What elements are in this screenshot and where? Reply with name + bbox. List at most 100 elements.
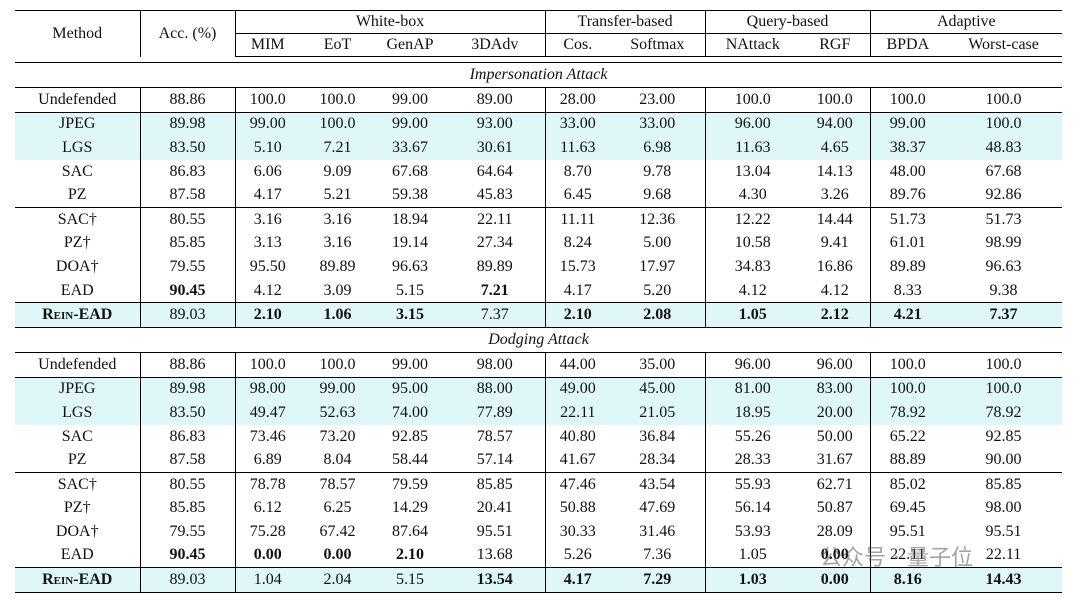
table-row: JPEG 89.98 99.00 100.0 99.00 93.00 33.00 33.00 9…: [15, 112, 1063, 137]
table-row: LGS 83.50 5.10 7.21 33.67 30.61 11.63 6.98 11.63…: [15, 136, 1063, 160]
column-header: Softmax: [610, 33, 706, 57]
value-cell: 7.36: [610, 543, 706, 569]
value-cell: 9.68: [610, 183, 706, 208]
table-row: LGS 83.50 49.47 52.63 74.00 77.89 22.11 21.05 18…: [15, 401, 1063, 425]
method-cell: PZ: [15, 183, 140, 208]
value-cell: 22.11: [477, 210, 513, 228]
watermark: 公众号 · 量子位: [820, 546, 973, 571]
value-cell: 44.00: [544, 352, 611, 378]
value-cell: 96.63: [985, 257, 1022, 275]
value-cell: 96.63: [392, 257, 428, 275]
value-cell: 83.50: [139, 136, 235, 160]
value-cell: 14.44: [816, 210, 853, 228]
value-cell: 1.04: [234, 567, 300, 593]
header-row: Method Acc. (%) White-box Transfer-based Que…: [15, 10, 1063, 57]
value-cell: 14.13: [816, 162, 853, 180]
group-header: Query-based: [704, 10, 871, 34]
value-cell: 8.24: [544, 231, 611, 256]
value-cell: 17.97: [639, 257, 676, 275]
value-cell: 3.16: [323, 210, 352, 228]
header-cell: Acc. (%): [139, 10, 235, 57]
value-cell: 43.54: [639, 475, 676, 493]
value-cell: 7.29: [610, 567, 706, 593]
value-cell: 4.21: [869, 302, 946, 328]
value-cell: 38.37: [869, 136, 946, 160]
value-cell: 50.88: [544, 496, 611, 521]
value-cell: 100.0: [869, 377, 946, 402]
value-cell: 6.89: [234, 448, 300, 473]
value-cell: 100.0: [300, 352, 375, 378]
value-cell: 3.26: [800, 183, 871, 208]
value-cell: 80.55: [139, 207, 235, 232]
value-cell: 100.0: [945, 112, 1063, 137]
table-row: PZ 87.58 4.17 5.21 59.38 45.83 6.45 9.68 4.30 3.2…: [15, 183, 1063, 208]
table-row: DOA† 79.55 95.50 89.89 96.63 89.89 15.73 17.97 3…: [15, 255, 1062, 279]
value-cell: 5.21: [300, 183, 375, 208]
value-cell: 96.00: [704, 352, 801, 378]
value-cell: 21.05: [610, 401, 706, 425]
value-cell: 67.68: [985, 162, 1022, 180]
group-header: Adaptive: [869, 10, 1063, 34]
value-cell: 78.57: [476, 427, 513, 445]
method-cell: Rein-EAD: [15, 302, 140, 328]
value-cell: 75.28: [234, 520, 300, 544]
value-cell: 11.11: [544, 207, 611, 232]
value-cell: 19.14: [392, 234, 428, 252]
value-cell: 33.00: [610, 112, 706, 137]
column-header: EoT: [300, 33, 375, 57]
value-cell: 73.46: [234, 424, 300, 449]
header-gap: [15, 56, 1063, 63]
gap-cell: [15, 56, 1063, 63]
value-cell: 61.01: [869, 231, 946, 256]
method-cell: EAD: [15, 543, 140, 569]
value-cell: 6.45: [544, 183, 611, 208]
value-cell: 23.00: [610, 87, 706, 113]
value-cell: 4.12: [800, 278, 871, 304]
table-row: JPEG 89.98 98.00 99.00 95.00 88.00 49.00 45.00 8…: [15, 377, 1063, 402]
value-cell: 52.63: [300, 401, 375, 425]
value-cell: 85.02: [869, 472, 946, 497]
value-cell: 100.0: [234, 352, 300, 378]
column-header: Cos.: [544, 33, 611, 57]
value-cell: 22.11: [544, 401, 611, 425]
method-cell: PZ†: [63, 234, 91, 252]
value-cell: 2.04: [300, 567, 375, 593]
value-cell: 1.05: [704, 543, 801, 569]
value-cell: 8.16: [869, 567, 946, 593]
method-cell: JPEG: [15, 112, 140, 137]
value-cell: 92.85: [985, 427, 1022, 445]
value-cell: 2.10: [234, 302, 300, 328]
value-cell: 56.14: [704, 496, 801, 521]
value-cell: 6.12: [234, 496, 300, 521]
value-cell: 6.98: [610, 136, 706, 160]
value-cell: 18.95: [704, 401, 801, 425]
value-cell: 48.00: [869, 159, 946, 184]
value-cell: 87.58: [139, 448, 235, 473]
value-cell: 41.67: [544, 448, 611, 473]
value-cell: 88.86: [139, 87, 235, 113]
value-cell: 51.73: [869, 207, 946, 232]
value-cell: 45.83: [445, 183, 546, 208]
method-cell: SAC: [61, 162, 93, 180]
value-cell: 48.83: [945, 136, 1063, 160]
value-cell: 28.09: [816, 522, 853, 540]
value-cell: 51.73: [985, 210, 1022, 228]
value-cell: 99.00: [375, 352, 445, 378]
value-cell: 1.05: [704, 302, 801, 328]
value-cell: 0.00: [300, 543, 375, 569]
value-cell: 11.63: [544, 136, 611, 160]
table-row: PZ† 85.85 3.13 3.16 19.14 27.34 8.24 5.00 10.58 9…: [15, 231, 1062, 256]
value-cell: 88.86: [139, 352, 235, 378]
value-cell: 47.46: [544, 472, 611, 497]
table-row: EAD 90.45 0.00 0.00 2.10 13.68 5.26 7.36 1.05 0.0…: [15, 543, 1063, 569]
value-cell: 94.00: [800, 112, 871, 137]
column-header: Worst-case: [945, 33, 1063, 57]
table-row: Undefended 88.86 100.0 100.0 99.00 89.00 28.00…: [15, 87, 1063, 113]
value-cell: 7.37: [445, 302, 546, 328]
method-cell: EAD: [15, 278, 140, 304]
header-cell: Method: [15, 10, 140, 57]
method-cell: SAC†: [57, 475, 97, 493]
value-cell: 85.85: [139, 231, 235, 256]
method-cell: Undefended: [15, 352, 140, 378]
